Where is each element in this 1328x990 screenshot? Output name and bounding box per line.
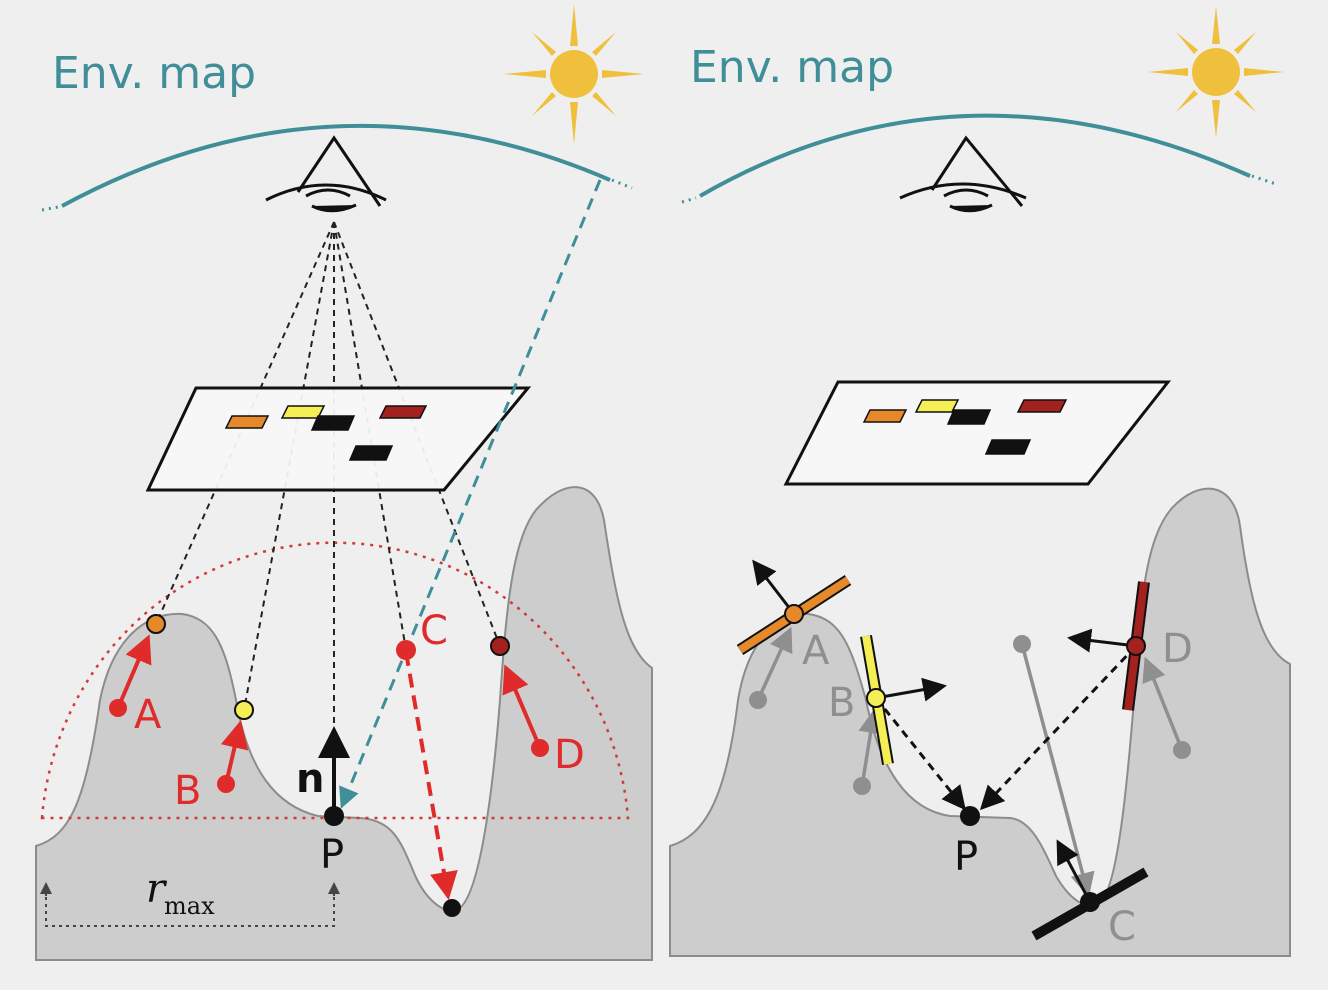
normal-c xyxy=(1056,839,1092,903)
env-map-arc-dots xyxy=(1251,174,1277,186)
eye-icon xyxy=(265,135,387,213)
normal-b xyxy=(875,677,947,702)
terrain xyxy=(669,487,1291,957)
screen-plane xyxy=(145,386,532,492)
eye-icon xyxy=(899,135,1027,213)
env-map-arc xyxy=(61,123,611,208)
label-c: C xyxy=(1108,904,1136,950)
sample-points xyxy=(749,635,1191,795)
sample-offset-a xyxy=(116,634,152,709)
normal-label: n xyxy=(296,756,324,802)
label-c: C xyxy=(420,608,448,654)
sample-offset-a xyxy=(756,626,793,701)
sample-offset-d xyxy=(1142,656,1184,751)
surfel-points xyxy=(784,604,1146,912)
screen-plane xyxy=(783,380,1172,486)
label-a: A xyxy=(134,692,162,738)
label-b: B xyxy=(828,680,855,726)
env-map-arc xyxy=(699,113,1251,198)
label-d: D xyxy=(1162,626,1193,672)
terrain xyxy=(35,486,653,961)
screen-pixels xyxy=(224,405,428,461)
sun-icon xyxy=(504,4,644,144)
sample-offset-c xyxy=(404,651,458,900)
normal-a xyxy=(752,559,796,615)
label-d: D xyxy=(554,732,585,778)
screen-pixels xyxy=(862,399,1068,455)
env-map-arc-dots xyxy=(41,205,59,212)
normal-d xyxy=(1067,628,1137,653)
view-rays xyxy=(155,221,501,816)
label-a: A xyxy=(802,628,830,674)
env-map-label: Env. map xyxy=(52,48,256,99)
right-panel: Env. map xyxy=(669,6,1291,957)
sample-points xyxy=(109,614,549,917)
env-map-arc-dots xyxy=(681,196,697,204)
sample-offset-d xyxy=(502,664,542,749)
transfer-b-to-p xyxy=(874,697,966,811)
label-b: B xyxy=(174,768,201,814)
sampling-hemisphere xyxy=(40,541,630,820)
sample-offset-b xyxy=(220,720,249,785)
rmax-subscript: max xyxy=(164,892,215,920)
sample-offset-b xyxy=(858,708,883,787)
transfer-d-to-p xyxy=(979,644,1138,811)
env-ray xyxy=(339,179,602,809)
env-map-label: Env. map xyxy=(690,42,894,93)
env-map-arc-dots xyxy=(611,178,633,190)
label-p: P xyxy=(320,832,344,878)
rmax-symbol: r xyxy=(146,866,168,912)
left-panel: Env. map xyxy=(35,4,653,961)
sun-icon xyxy=(1148,6,1284,138)
label-p: P xyxy=(954,834,978,880)
